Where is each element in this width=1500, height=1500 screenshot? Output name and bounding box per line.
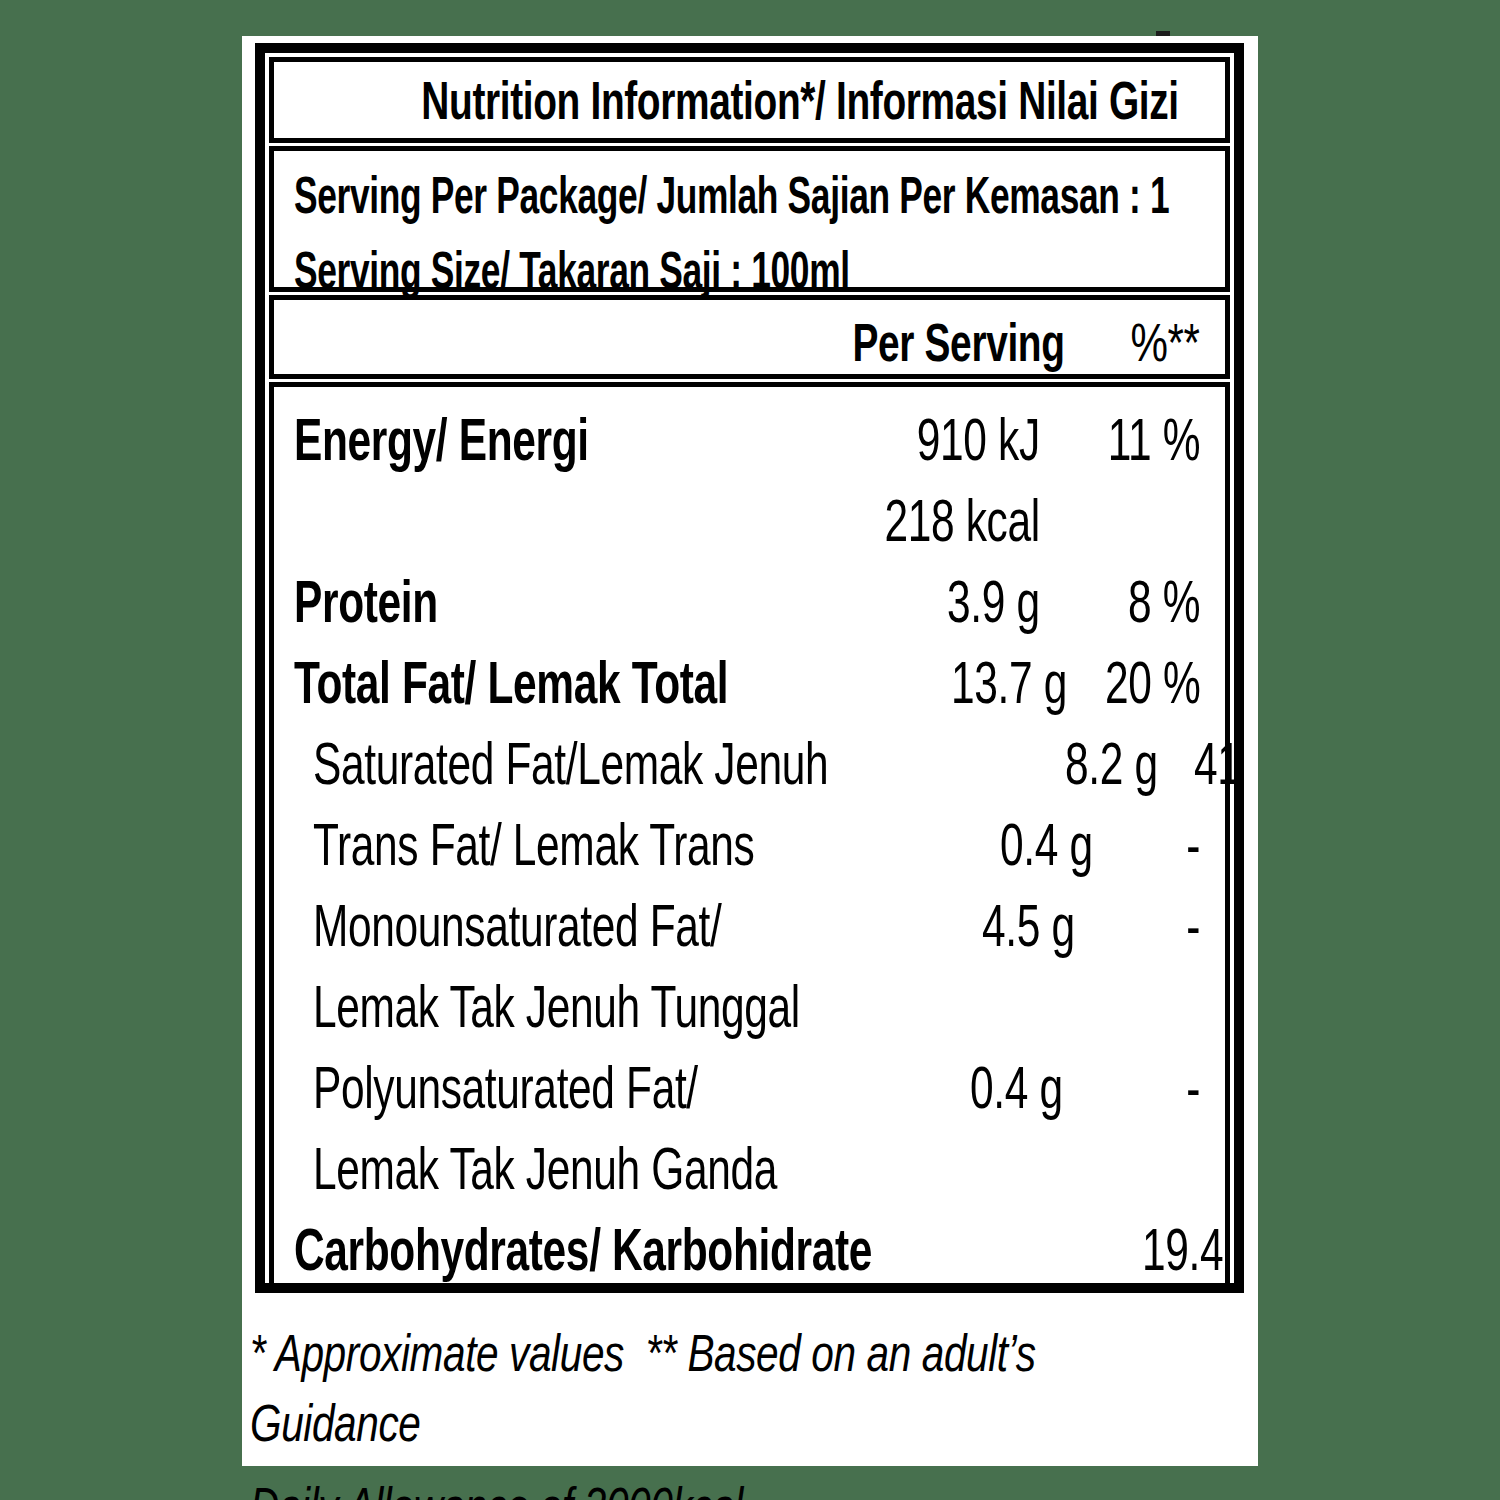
row-label: Energy/ Energi (294, 407, 790, 488)
table-row: Energy/ Energi 910 kJ 11 % (294, 407, 1200, 488)
table-row: Monounsaturated Fat/4.5 g - (294, 893, 1200, 974)
row-label-text: Lemak Tak Jenuh Tunggal (313, 974, 800, 1040)
row-label-text: Energy/ Energi (294, 407, 589, 473)
table-row: Lemak Tak Jenuh Ganda (294, 1136, 1200, 1217)
row-percent: - (1093, 812, 1200, 893)
row-percent: - (1062, 1055, 1200, 1136)
row-label: Total Fat/ Lemak Total (294, 650, 897, 731)
row-label: Monounsaturated Fat/ (294, 893, 880, 974)
table-row: Protein 3.9 g 8 % (294, 569, 1200, 650)
row-value: 4.5 g (880, 893, 1075, 974)
row-percent: 41 % (1157, 731, 1244, 812)
table-row: Carbohydrates/ Karbohidrate19.4 g7 % (294, 1217, 1200, 1293)
nutrient-rows: Energy/ Energi 910 kJ 11 % 218 kcal Protein 3… (269, 382, 1230, 1293)
serving-per-package-line: Serving Per Package/ Jumlah Sajian Per K… (294, 164, 1225, 239)
row-value-text: 8.2 g (1065, 731, 1158, 797)
background: Nutrition Information*/ Informasi Nilai … (0, 0, 1500, 1500)
row-label-text: Polyunsaturated Fat/ (313, 1055, 698, 1121)
footnote-line: * Approximate values ** Based on an adul… (250, 1318, 1300, 1471)
row-label-text: Total Fat/ Lemak Total (294, 650, 728, 716)
row-percent-text: - (1186, 812, 1200, 878)
row-value: 8.2 g (1029, 731, 1158, 812)
row-percent: 11 % (1040, 407, 1200, 488)
row-value (989, 974, 1118, 1055)
row-label-text: Protein (294, 569, 438, 635)
table-row: Saturated Fat/Lemak Jenuh8.2 g41 % (294, 731, 1200, 812)
table-row: Trans Fat/ Lemak Trans 0.4 g - (294, 812, 1200, 893)
row-value-text: 910 kJ (917, 407, 1040, 473)
row-value-text: 19.4 g (1142, 1217, 1244, 1283)
row-label: Saturated Fat/Lemak Jenuh (294, 731, 1029, 812)
serving-info: Serving Per Package/ Jumlah Sajian Per K… (269, 146, 1230, 292)
footnote-line: Daily Allowance of 2000kcal (250, 1471, 1300, 1500)
page-title: Nutrition Information*/ Informasi Nilai … (421, 62, 1178, 138)
row-value-text: 4.5 g (983, 893, 1076, 959)
row-value: 910 kJ (790, 407, 1040, 488)
row-value-text: 218 kcal (885, 488, 1040, 554)
row-label-text: Saturated Fat/Lemak Jenuh (313, 731, 828, 797)
row-percent: 8 % (1040, 569, 1200, 650)
row-label: Polyunsaturated Fat/ (294, 1055, 847, 1136)
row-label: Lemak Tak Jenuh Ganda (294, 1136, 957, 1217)
row-value-text: 13.7 g (952, 650, 1068, 716)
row-percent: 20 % (1068, 650, 1200, 731)
footnote: * Approximate values ** Based on an adul… (250, 1318, 1300, 1500)
row-value: 0.4 g (926, 812, 1093, 893)
row-percent-text: 20 % (1105, 650, 1200, 716)
row-value: 0.4 g (847, 1055, 1062, 1136)
row-value: 3.9 g (790, 569, 1040, 650)
row-label: Trans Fat/ Lemak Trans (294, 812, 926, 893)
row-percent-text: - (1186, 1055, 1200, 1121)
table-row: 218 kcal (294, 488, 1200, 569)
row-label-text: Lemak Tak Jenuh Ganda (313, 1136, 777, 1202)
row-percent-text: 41 % (1194, 731, 1244, 797)
per-serving-header: Per Serving (770, 311, 1040, 373)
row-label: Lemak Tak Jenuh Tunggal (294, 974, 989, 1055)
title-bar: Nutrition Information*/ Informasi Nilai … (269, 57, 1230, 143)
row-value: 218 kcal (790, 488, 1040, 569)
row-value-text: 3.9 g (947, 569, 1040, 635)
row-label: Protein (294, 569, 790, 650)
table-row: Polyunsaturated Fat/0.4 g - (294, 1055, 1200, 1136)
row-label-text: Trans Fat/ Lemak Trans (313, 812, 754, 878)
row-value: 19.4 g (1097, 1217, 1244, 1293)
serving-size-line: Serving Size/ Takaran Saji : 100ml (294, 239, 1225, 314)
row-value (957, 1136, 1105, 1217)
row-label (294, 488, 790, 569)
row-percent-text: 11 % (1108, 407, 1200, 473)
row-percent: - (1075, 893, 1200, 974)
row-percent (1040, 488, 1200, 569)
row-value-text: 0.4 g (970, 1055, 1063, 1121)
row-label-text: Monounsaturated Fat/ (313, 893, 721, 959)
row-label-text: Carbohydrates/ Karbohidrate (294, 1217, 872, 1283)
nutrition-label: Nutrition Information*/ Informasi Nilai … (242, 36, 1258, 1466)
row-label: Carbohydrates/ Karbohidrate (294, 1217, 1097, 1293)
row-percent-text: 8 % (1128, 569, 1200, 635)
table-row: Total Fat/ Lemak Total 13.7 g 20 % (294, 650, 1200, 731)
nutrition-table: Nutrition Information*/ Informasi Nilai … (255, 43, 1244, 1293)
row-percent-text: - (1186, 893, 1200, 959)
table-row: Lemak Tak Jenuh Tunggal (294, 974, 1200, 1055)
row-value-text: 0.4 g (1000, 812, 1093, 878)
row-value: 13.7 g (897, 650, 1067, 731)
row-percent (1118, 974, 1200, 1055)
row-percent (1105, 1136, 1200, 1217)
